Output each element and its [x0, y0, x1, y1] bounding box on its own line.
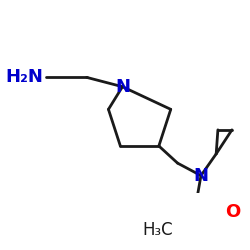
Text: H₃C: H₃C	[142, 221, 173, 239]
Text: H₂N: H₂N	[6, 68, 44, 86]
Text: N: N	[115, 78, 130, 96]
Text: N: N	[194, 166, 208, 184]
Text: O: O	[225, 203, 240, 221]
